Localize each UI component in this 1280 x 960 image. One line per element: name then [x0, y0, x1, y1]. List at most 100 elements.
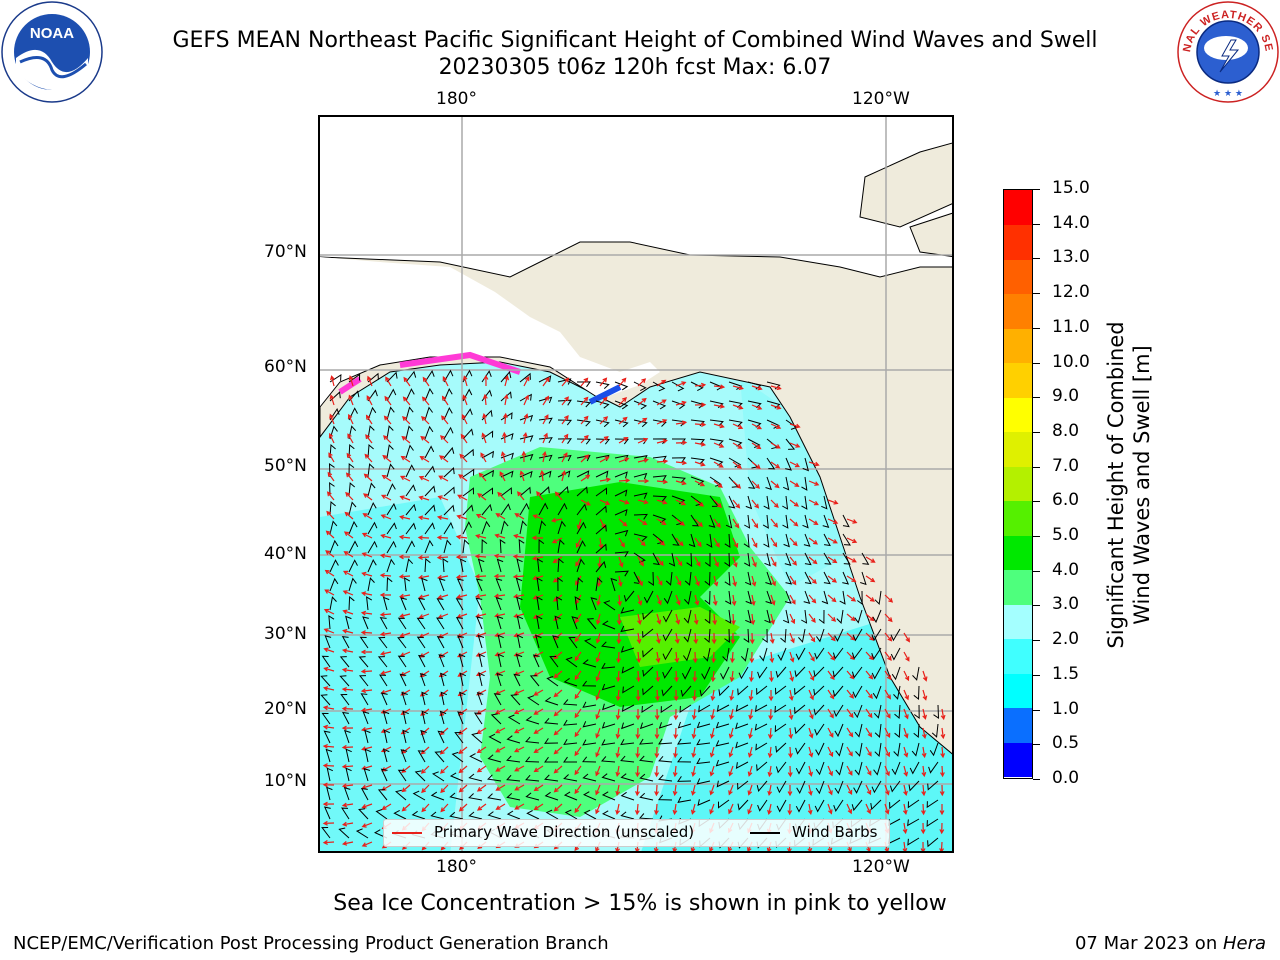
wind-barb — [747, 400, 762, 409]
wave-direction-arrow — [483, 374, 489, 387]
wave-direction-arrow — [574, 651, 582, 662]
wind-barb — [684, 590, 692, 605]
wind-barb — [601, 739, 616, 746]
wind-barb — [416, 636, 426, 649]
wind-barb — [595, 470, 609, 478]
wind-barb — [735, 722, 749, 730]
wind-barb — [745, 590, 752, 605]
footer-host: Hera — [1222, 933, 1266, 954]
wind-barb — [722, 647, 730, 662]
wave-direction-arrow — [418, 475, 430, 482]
wind-barb — [874, 742, 882, 757]
wind-barb — [784, 552, 792, 566]
wave-direction-arrow — [342, 590, 354, 596]
wave-direction-arrow — [865, 575, 876, 583]
wind-barb — [516, 634, 524, 649]
wind-barb — [454, 732, 464, 744]
wave-direction-arrow — [499, 471, 506, 482]
wind-barb — [766, 438, 779, 450]
wind-barb — [633, 400, 648, 410]
wave-direction-arrow — [635, 765, 641, 778]
wave-direction-arrow — [379, 572, 392, 578]
wave-direction-arrow — [330, 375, 335, 387]
wave-direction-arrow — [902, 841, 908, 851]
wave-direction-arrow — [363, 473, 373, 482]
wind-barb — [914, 704, 920, 719]
wind-barb — [704, 553, 711, 567]
wind-barb — [557, 520, 566, 535]
colorbar-tick — [1033, 431, 1040, 433]
wave-direction-arrow — [615, 746, 621, 759]
wave-direction-arrow — [329, 413, 335, 425]
wave-direction-arrow — [503, 393, 509, 406]
wave-direction-arrow — [580, 499, 591, 506]
wave-direction-arrow — [616, 651, 622, 664]
colorbar-segment — [1004, 224, 1032, 260]
wave-direction-arrow — [379, 553, 392, 559]
wind-barb — [639, 755, 654, 763]
wave-direction-arrow — [827, 594, 837, 603]
wind-barb — [507, 714, 521, 725]
wave-direction-arrow — [360, 591, 373, 597]
wave-direction-arrow — [574, 803, 582, 814]
wave-direction-arrow — [767, 746, 773, 759]
wave-direction-arrow — [553, 784, 563, 793]
wind-barb — [563, 677, 578, 687]
wind-barb — [688, 533, 696, 548]
wind-barb — [565, 657, 578, 668]
wave-direction-arrow — [637, 556, 644, 567]
wave-direction-arrow — [618, 377, 627, 387]
wind-barb — [536, 558, 544, 573]
wind-barb — [696, 739, 711, 746]
wind-barb — [813, 666, 825, 678]
wind-barb — [642, 628, 654, 639]
wave-direction-arrow — [401, 415, 411, 425]
colorbar-tick-label: 10.0 — [1052, 351, 1090, 372]
wave-direction-arrow — [865, 727, 873, 738]
wind-barb — [912, 666, 920, 681]
wave-direction-arrow — [382, 454, 392, 463]
wind-barb — [603, 600, 616, 611]
wave-direction-arrow — [517, 491, 525, 501]
colorbar-tick — [1033, 189, 1040, 190]
wind-barb — [661, 685, 673, 697]
wind-barb — [468, 793, 483, 801]
wind-barb — [762, 628, 768, 643]
wind-barb — [405, 370, 417, 383]
wave-direction-arrow — [513, 708, 525, 715]
wave-direction-arrow — [341, 821, 354, 827]
wind-barb — [834, 628, 844, 642]
wave-direction-arrow — [460, 433, 468, 444]
wind-barb — [755, 742, 768, 751]
wave-direction-arrow — [711, 651, 717, 664]
wind-barb — [525, 792, 540, 801]
wind-barb — [815, 742, 825, 756]
colorbar-tick — [1033, 466, 1040, 468]
wave-direction-arrow — [770, 537, 778, 548]
wave-direction-arrow — [751, 480, 760, 489]
colorbar-tick-label: 0.0 — [1052, 768, 1080, 788]
wind-barb — [893, 742, 901, 757]
wind-barb — [855, 742, 863, 757]
lat-label-60n: 60°N — [264, 357, 307, 377]
wave-direction-arrow — [827, 803, 833, 815]
wave-direction-arrow — [769, 632, 775, 645]
wind-barb — [620, 739, 635, 746]
wave-direction-arrow — [636, 651, 642, 664]
wind-barb — [871, 647, 882, 660]
wind-barb — [348, 501, 357, 516]
wave-direction-arrow — [903, 670, 910, 682]
wind-barb — [421, 691, 428, 706]
wind-barb — [411, 810, 426, 820]
colorbar-label: Significant Height of Combined Wind Wave… — [1103, 321, 1155, 648]
wave-direction-arrow — [884, 613, 893, 623]
wind-barb — [326, 767, 333, 782]
wind-barb — [747, 438, 761, 449]
wind-barb — [756, 685, 768, 696]
wind-barb — [538, 539, 545, 554]
wave-direction-arrow — [751, 442, 762, 450]
wave-direction-arrow — [767, 765, 773, 778]
wave-direction-arrow — [751, 404, 763, 410]
wind-barb — [715, 721, 730, 729]
wave-direction-arrow — [635, 670, 641, 683]
